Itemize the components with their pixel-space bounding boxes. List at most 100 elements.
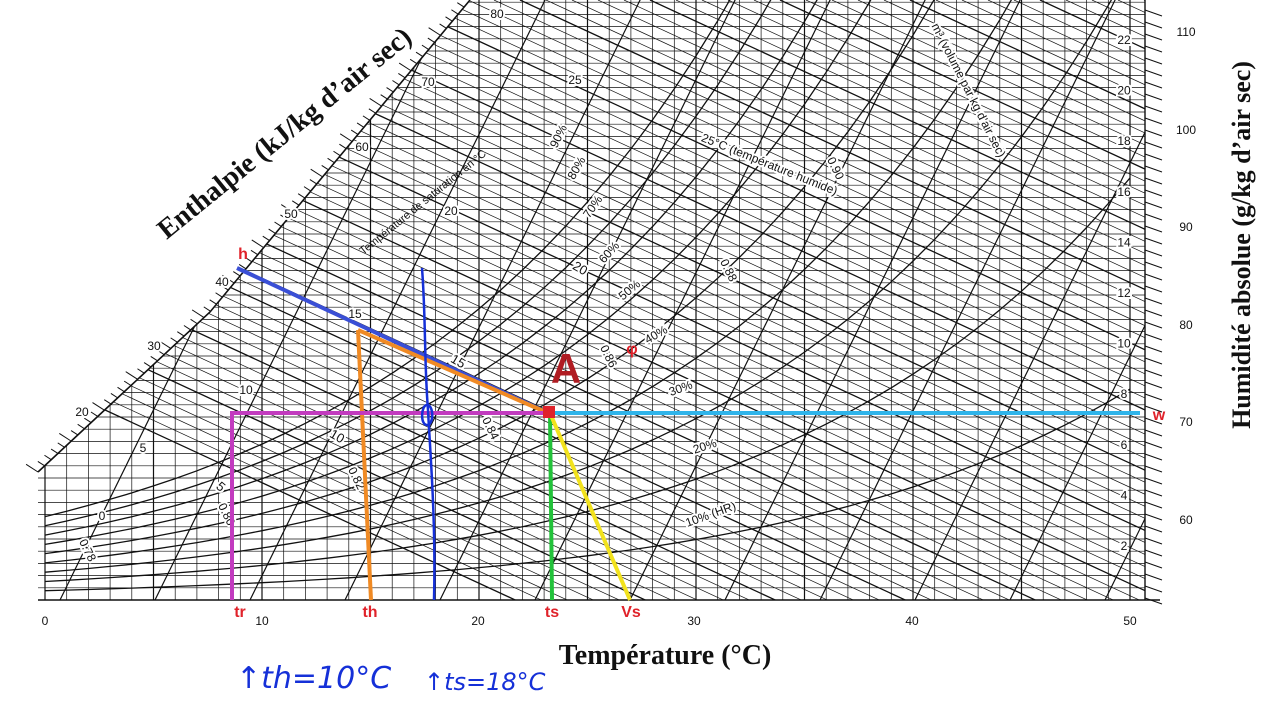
enthalpy-hatch-tick bbox=[280, 214, 288, 220]
enthalpy-hatch-tick bbox=[262, 235, 270, 241]
enthalpy-hatch-tick bbox=[327, 157, 335, 164]
enthalpy-line bbox=[805, 0, 1145, 600]
enthalpy-line bbox=[38, 0, 919, 600]
tr-line bbox=[230, 411, 548, 600]
enthalpy-line bbox=[623, 0, 1145, 600]
handdrawn-circle bbox=[420, 403, 434, 427]
enthalpy-right-tick-label: 90 bbox=[1179, 220, 1193, 234]
enthalpy-hatch-tick bbox=[398, 73, 406, 79]
enthalpy-hatch-tick bbox=[92, 402, 105, 411]
enthalpy-tick-label: 40 bbox=[215, 275, 229, 289]
enthalpy-hatch-tick bbox=[191, 309, 205, 318]
enthalpy-hatch-tick bbox=[50, 448, 59, 454]
enthalpy-line bbox=[779, 0, 1145, 600]
enthalpy-scale-hatch bbox=[25, 0, 470, 473]
enthalpy-right-tick-label: 60 bbox=[1179, 513, 1193, 527]
enthalpy-tick-label: 0 bbox=[99, 509, 106, 523]
enthalpy-hatch-tick bbox=[123, 380, 132, 386]
enthalpy-tick-label: 30 bbox=[147, 339, 161, 353]
enthalpy-line bbox=[597, 0, 1145, 600]
volume-line bbox=[249, 0, 551, 600]
volume-line bbox=[629, 0, 931, 600]
humidity-hatch-tick bbox=[1144, 381, 1163, 389]
rh-curve bbox=[44, 0, 1131, 564]
humidity-tick-label: 18 bbox=[1117, 134, 1131, 148]
enthalpy-hatch-tick bbox=[150, 355, 158, 362]
enthalpy-line bbox=[285, 0, 1145, 600]
humidity-hatch-tick bbox=[1144, 369, 1163, 377]
enthalpy-hatch-tick bbox=[215, 292, 223, 298]
point-a-label: A bbox=[551, 345, 581, 392]
humidity-tick-label: 22 bbox=[1117, 33, 1131, 47]
humidity-hatch-tick bbox=[1144, 57, 1163, 65]
enthalpy-line bbox=[38, 0, 893, 600]
enthalpy-line bbox=[675, 0, 1145, 600]
enthalpy-line bbox=[467, 0, 1145, 600]
x-tick-labels: 0 10 20 30 40 50 bbox=[42, 614, 1137, 628]
enthalpy-hatch-tick bbox=[368, 108, 376, 114]
enthalpy-line bbox=[1274, 0, 1280, 630]
enthalpy-hatch-tick bbox=[77, 423, 85, 430]
enthalpy-hatch-tick bbox=[409, 58, 418, 65]
enthalpy-hatch-tick bbox=[84, 417, 92, 423]
humidity-tick-label: 2 bbox=[1121, 539, 1128, 553]
enthalpy-line bbox=[259, 0, 1145, 600]
enthalpy-line bbox=[38, 0, 971, 600]
enthalpy-hatch-tick bbox=[183, 325, 192, 331]
humidity-hatch-tick bbox=[1144, 333, 1163, 341]
enthalpy-line bbox=[1143, 0, 1145, 600]
enthalpy-hatch-tick bbox=[386, 87, 394, 93]
humidity-hatch-tick bbox=[1144, 141, 1163, 149]
humidity-hatch-tick bbox=[1144, 213, 1163, 221]
enthalpy-hatch-tick bbox=[203, 306, 211, 312]
enthalpy-line bbox=[311, 0, 1145, 600]
rh-curve bbox=[44, 0, 1131, 573]
enthalpy-hatch-tick bbox=[268, 228, 276, 234]
enthalpy-hatch-tick bbox=[451, 9, 459, 15]
enthalpy-tick-label: 25 bbox=[568, 73, 582, 87]
humidity-hatch-tick bbox=[1144, 33, 1163, 41]
humidity-tick-label: 20 bbox=[1117, 84, 1131, 98]
enthalpy-hatch-tick bbox=[59, 432, 72, 442]
enthalpy-hatch-tick bbox=[427, 37, 435, 43]
humidity-hatch-tick bbox=[1144, 165, 1163, 173]
point-a-marker bbox=[543, 406, 555, 418]
rh-label: 80% bbox=[564, 154, 588, 182]
humidity-hatch-tick bbox=[1144, 201, 1163, 209]
enthalpy-line bbox=[38, 0, 815, 600]
humidity-tick-label: 12 bbox=[1117, 286, 1131, 300]
enthalpy-right-tick-label: 100 bbox=[1176, 123, 1196, 137]
enthalpy-line bbox=[38, 0, 659, 600]
enthalpy-hatch-tick bbox=[339, 143, 347, 149]
rh-curve bbox=[44, 177, 1131, 583]
enthalpy-line bbox=[363, 0, 1145, 600]
x-tick-label: 20 bbox=[471, 614, 485, 628]
enthalpy-tick-label: 80 bbox=[490, 7, 504, 21]
humidity-hatch-tick bbox=[1144, 69, 1163, 77]
enthalpy-hatch-tick bbox=[251, 239, 264, 249]
enthalpy-hatch-tick bbox=[158, 340, 172, 349]
enthalpy-tick-label: 50 bbox=[284, 207, 298, 221]
enthalpy-line bbox=[727, 0, 1145, 600]
enthalpy-hatch-tick bbox=[117, 386, 125, 393]
volume-tick-label: 0.90 bbox=[824, 155, 847, 182]
handdrawn-ts-line bbox=[420, 267, 436, 601]
enthalpy-line bbox=[38, 0, 1049, 600]
enthalpy-tick-label: 5 bbox=[140, 441, 147, 455]
humidity-hatch-tick bbox=[1144, 237, 1163, 245]
enthalpy-hatch-tick bbox=[350, 129, 359, 135]
enthalpy-hatch-tick bbox=[421, 44, 430, 50]
enthalpy-line bbox=[545, 0, 1145, 600]
ts-line bbox=[548, 412, 554, 601]
enthalpy-hatch-tick bbox=[356, 122, 365, 128]
enthalpy-line bbox=[38, 0, 581, 600]
humidity-hatch-tick bbox=[1144, 417, 1163, 425]
humidity-tick-label: 8 bbox=[1121, 387, 1128, 401]
enthalpy-line bbox=[857, 0, 1145, 600]
enthalpy-hatch-tick bbox=[44, 454, 52, 461]
enthalpy-hatch-tick bbox=[380, 94, 388, 100]
saturation-title: Température de saturation en °C bbox=[358, 148, 489, 257]
x-tick-label: 40 bbox=[905, 614, 919, 628]
saturation-curve bbox=[37, 0, 471, 473]
marker-w: w bbox=[1152, 407, 1166, 424]
